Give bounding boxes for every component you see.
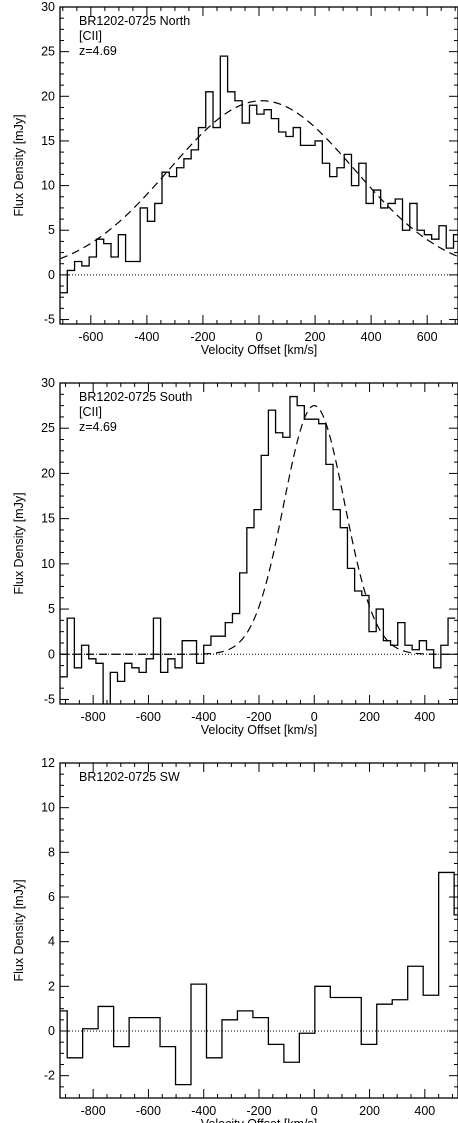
y-tick-label: 15	[41, 134, 55, 148]
y-tick-label: 0	[48, 1024, 55, 1038]
x-axis-label: Velocity Offset [km/s]	[201, 723, 317, 737]
panel-annotation: BR1202-0725 North	[79, 14, 190, 28]
panel-annotation: BR1202-0725 South	[79, 390, 192, 404]
x-tick-label: -800	[81, 710, 106, 724]
y-tick-label: 5	[48, 602, 55, 616]
x-tick-label: -600	[136, 1104, 161, 1118]
y-tick-label: 2	[48, 979, 55, 993]
histogram-series	[60, 55, 458, 294]
x-tick-label: 0	[256, 330, 263, 344]
x-tick-label: -400	[191, 1104, 216, 1118]
panel-2: -800 -600 -400 -200 0 200 400 -5 0 5 10 15 20 25 30 Vel…	[12, 376, 458, 737]
x-tick-label: 200	[359, 1104, 380, 1118]
x-tick-label: -200	[246, 1104, 271, 1118]
panel-annotation: BR1202-0725 SW	[79, 770, 180, 784]
panel-1: -600 -400 -200 0 200 400 600 -5 0 5 10 15 20 25 30 Velo…	[12, 0, 458, 357]
y-tick-label: 25	[41, 421, 55, 435]
y-tick-label: 10	[41, 179, 55, 193]
y-tick-label: 12	[41, 756, 55, 770]
y-tick-label: 30	[41, 0, 55, 14]
plot-frame	[59, 762, 458, 1099]
y-tick-label: 0	[48, 647, 55, 661]
x-tick-label: 200	[305, 330, 326, 344]
x-tick-label: -800	[81, 1104, 106, 1118]
y-tick-label: -5	[44, 313, 55, 327]
gaussian-fit-line	[60, 100, 458, 260]
x-tick-label: -200	[190, 330, 215, 344]
x-tick-label: 600	[417, 330, 438, 344]
y-tick-label: 20	[41, 89, 55, 103]
y-tick-label: -5	[44, 692, 55, 706]
histogram-series	[60, 871, 458, 1086]
x-tick-label: 400	[414, 1104, 435, 1118]
y-tick-label: 4	[48, 935, 55, 949]
x-tick-label: -600	[78, 330, 103, 344]
plot-frame	[59, 382, 458, 705]
y-tick-label: 6	[48, 890, 55, 904]
x-tick-label: 400	[361, 330, 382, 344]
y-tick-label: -2	[44, 1069, 55, 1083]
y-tick-label: 10	[41, 801, 55, 815]
panel-3: -800 -600 -400 -200 0 200 400 -2 0 2 4 6 8 10 12 Veloci…	[12, 756, 458, 1123]
x-tick-label: 0	[311, 1104, 318, 1118]
y-axis-label: Flux Density [mJy]	[12, 492, 26, 594]
panel-annotation: [CII]	[79, 29, 102, 43]
panel-annotation: z=4.69	[79, 44, 117, 58]
x-tick-label: -200	[246, 710, 271, 724]
plot-frame	[59, 6, 458, 325]
y-tick-label: 10	[41, 557, 55, 571]
y-tick-label: 25	[41, 45, 55, 59]
x-tick-label: 400	[414, 710, 435, 724]
x-tick-label: -600	[136, 710, 161, 724]
histogram-series	[60, 395, 456, 704]
y-tick-label: 30	[41, 376, 55, 390]
y-tick-label: 0	[48, 268, 55, 282]
x-tick-label: 0	[311, 710, 318, 724]
gaussian-fit-line	[60, 405, 458, 655]
x-tick-label: -400	[191, 710, 216, 724]
x-axis-label: Velocity Offset [km/s]	[201, 343, 317, 357]
y-tick-label: 20	[41, 466, 55, 480]
y-axis-label: Flux Density [mJy]	[12, 879, 26, 981]
y-tick-label: 15	[41, 512, 55, 526]
panel-annotation: z=4.69	[79, 420, 117, 434]
y-axis-label: Flux Density [mJy]	[12, 114, 26, 216]
x-axis-label: Velocity Offset [km/s]	[201, 1117, 317, 1123]
y-tick-label: 8	[48, 845, 55, 859]
x-tick-label: 200	[359, 710, 380, 724]
y-tick-label: 5	[48, 223, 55, 237]
panel-annotation: [CII]	[79, 405, 102, 419]
x-tick-label: -400	[134, 330, 159, 344]
